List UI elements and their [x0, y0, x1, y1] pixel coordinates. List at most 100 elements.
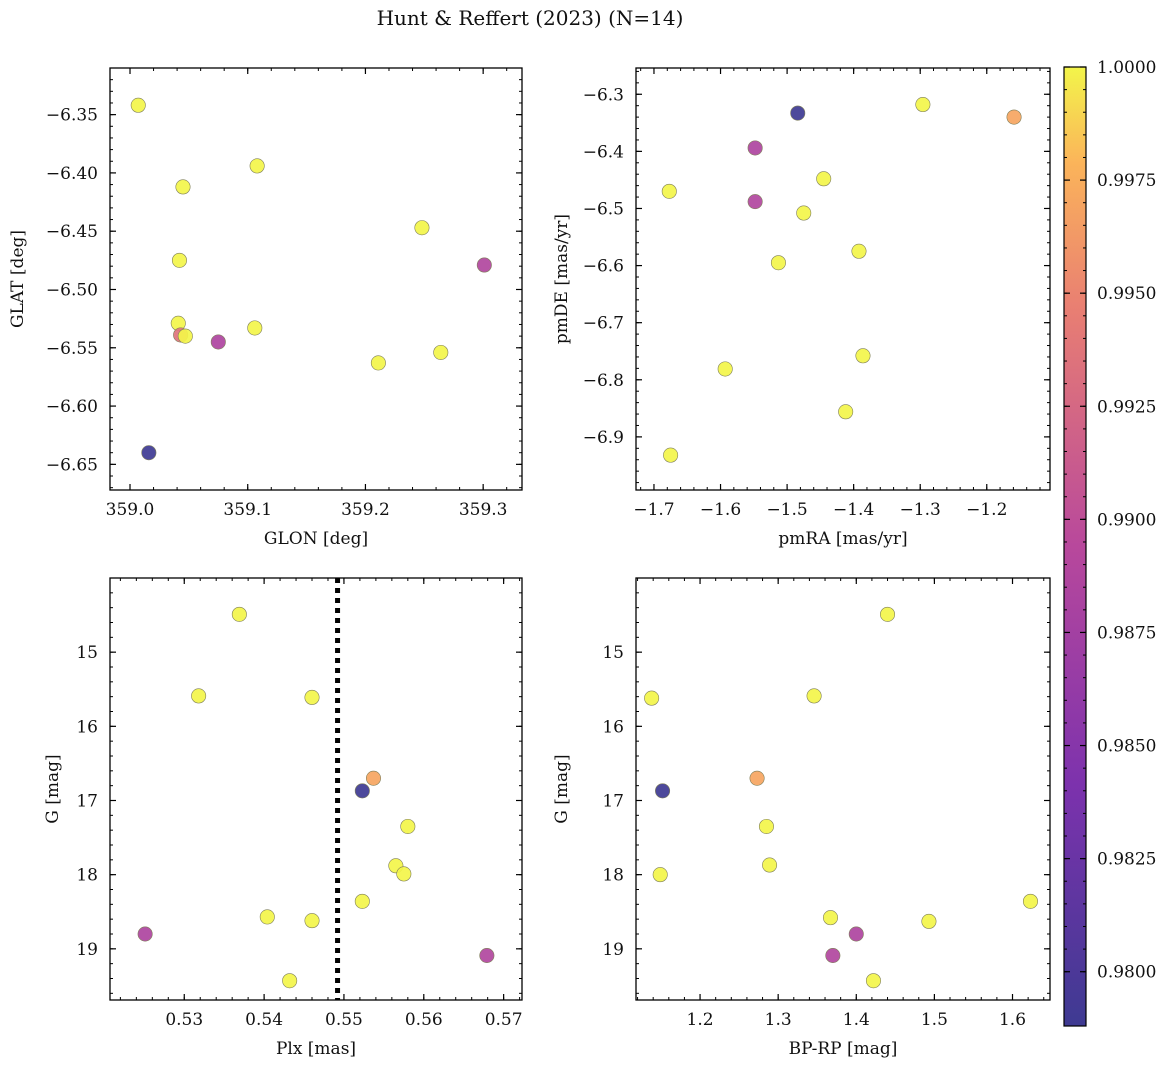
scatter-point — [175, 179, 191, 195]
scatter-point — [171, 252, 187, 268]
y-tick-label: 15 — [76, 643, 98, 663]
y-tick-label: 15 — [602, 643, 624, 663]
scatter-point — [747, 194, 763, 210]
colorbar-tick-label: 0.9825 — [1097, 850, 1156, 870]
scatter-point — [749, 770, 765, 786]
y-tick-label: −6.35 — [46, 106, 98, 126]
x-tick-label: 1.3 — [765, 1010, 792, 1030]
y-tick-label: 19 — [602, 940, 624, 960]
scatter-point — [354, 783, 370, 799]
panel-bprp-g: 1.2 1.3 1.4 1.5 1.6 15 16 17 18 19 BP-RP [mag] G [m… — [552, 577, 1051, 1059]
scatter-point — [880, 606, 896, 622]
y-tick-label: 17 — [76, 791, 98, 811]
scatter-point — [304, 689, 320, 705]
y-tick-label: −6.60 — [46, 397, 98, 417]
y-tick-label: −6.9 — [583, 428, 624, 448]
scatter-point — [259, 909, 275, 925]
scatter-point — [130, 97, 146, 113]
scatter-point — [370, 355, 386, 371]
scatter-point — [790, 105, 806, 121]
y-axis-label: GLAT [deg] — [8, 230, 28, 328]
scatter-point — [304, 913, 320, 929]
scatter-point — [663, 447, 679, 463]
colorbar-tick-label: 0.9900 — [1097, 510, 1156, 530]
x-tick-label: 1.2 — [687, 1010, 714, 1030]
panel-glon-glat: 359.0 359.1 359.2 359.3 −6.35 −6.40 −6.45 −6.50… — [8, 67, 523, 549]
y-tick-label: 16 — [76, 717, 98, 737]
y-tick-label: 19 — [76, 940, 98, 960]
y-tick-label: 16 — [602, 717, 624, 737]
y-tick-label: −6.40 — [46, 164, 98, 184]
y-tick-label: −6.4 — [583, 142, 624, 162]
x-tick-label: −1.4 — [833, 500, 874, 520]
x-tick-label: 0.54 — [245, 1010, 283, 1030]
scatter-point — [758, 818, 774, 834]
x-axis-label: pmRA [mas/yr] — [778, 529, 907, 549]
scatter-point — [479, 948, 495, 964]
x-tick-label: 359.0 — [106, 500, 155, 520]
x-axis-label: Plx [mas] — [276, 1039, 356, 1059]
colorbar-gradient — [1063, 66, 1087, 1027]
y-tick-label: −6.8 — [583, 371, 624, 391]
x-axis-label: BP-RP [mag] — [789, 1039, 898, 1059]
scatter-point — [915, 97, 931, 113]
scatter-point — [865, 973, 881, 989]
plot-frame — [109, 577, 523, 1001]
scatter-point — [644, 690, 660, 706]
x-tick-label: 359.2 — [341, 500, 390, 520]
panel-pmra-pmde: −1.7 −1.6 −1.5 −1.4 −1.3 −1.2 −6.3 −6.4 −6.5 −6.6… — [552, 67, 1051, 549]
scatter-point — [365, 770, 381, 786]
scatter-point — [414, 220, 430, 236]
x-tick-label: 1.4 — [843, 1010, 870, 1030]
x-tick-label: −1.2 — [966, 500, 1007, 520]
y-tick-label: −6.7 — [583, 314, 624, 334]
x-tick-label: 0.57 — [485, 1010, 523, 1030]
scatter-point — [231, 606, 247, 622]
scatter-point — [806, 688, 822, 704]
scatter-point — [851, 243, 867, 259]
panel-plx-g: 0.53 0.54 0.55 0.56 0.57 15 16 17 18 19 Plx [mas] G… — [43, 577, 523, 1059]
scatter-point — [396, 866, 412, 882]
plot-frame — [635, 67, 1051, 491]
scatter-point — [652, 867, 668, 883]
scatter-point — [762, 857, 778, 873]
colorbar-tick-label: 0.9875 — [1097, 623, 1156, 643]
scatter-point — [249, 158, 265, 174]
scatter-point — [770, 255, 786, 271]
scatter-point — [717, 361, 733, 377]
colorbar-tick-label: 0.9950 — [1097, 284, 1156, 304]
scatter-point — [191, 688, 207, 704]
scatter-point — [1022, 893, 1038, 909]
scatter-point — [838, 404, 854, 420]
y-tick-label: −6.45 — [46, 222, 98, 242]
y-tick-label: −6.6 — [583, 257, 624, 277]
y-tick-label: −6.55 — [46, 339, 98, 359]
scatter-point — [210, 334, 226, 350]
scatter-point — [354, 893, 370, 909]
x-tick-label: −1.5 — [766, 500, 807, 520]
x-axis-label: GLON [deg] — [264, 529, 368, 549]
x-tick-label: −1.7 — [633, 500, 674, 520]
scatter-point — [921, 913, 937, 929]
scatter-point — [400, 818, 416, 834]
x-tick-label: 359.1 — [223, 500, 272, 520]
scatter-point — [141, 445, 157, 461]
colorbar-tick-label: 0.9800 — [1097, 963, 1156, 983]
x-tick-label: −1.6 — [700, 500, 741, 520]
colorbar-tick-label: 0.9975 — [1097, 171, 1156, 191]
x-tick-label: 1.6 — [999, 1010, 1026, 1030]
y-tick-label: 18 — [602, 866, 624, 886]
x-tick-label: 0.55 — [325, 1010, 363, 1030]
scatter-point — [848, 926, 864, 942]
scatter-point — [655, 783, 671, 799]
colorbar-tick-label: 0.9850 — [1097, 737, 1156, 757]
y-tick-label: −6.5 — [583, 199, 624, 219]
y-tick-label: −6.65 — [46, 455, 98, 475]
scatter-point — [661, 183, 677, 199]
scatter-point — [137, 926, 153, 942]
colorbar: 0.9800 0.9825 0.9850 0.9875 0.9900 0.9925 0.99… — [1063, 58, 1156, 1027]
colorbar-tick-label: 0.9925 — [1097, 397, 1156, 417]
figure-title: Hunt & Reffert (2023) (N=14) — [376, 6, 684, 30]
scatter-point — [282, 973, 298, 989]
